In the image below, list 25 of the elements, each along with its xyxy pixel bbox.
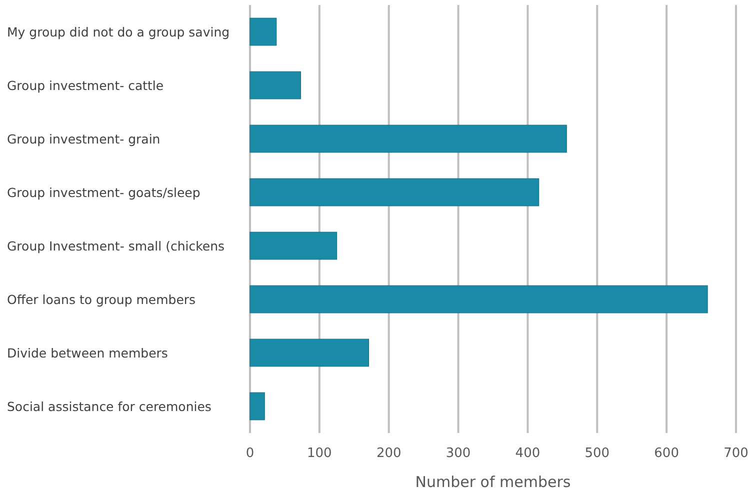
y-tick-label: Social assistance for ceremonies (7, 398, 212, 414)
y-tick-label: My group did not do a group saving (7, 24, 230, 40)
bar (250, 71, 301, 100)
x-tick-label: 300 (446, 446, 471, 461)
y-tick-label: Group Investment- small (chickens (7, 238, 225, 254)
y-tick-label: Group investment- goats/sleep (7, 184, 200, 200)
y-tick-label: Group investment- grain (7, 131, 160, 146)
bar (250, 178, 540, 206)
x-tick-label: 400 (515, 446, 540, 461)
y-tick-label: Divide between members (7, 345, 168, 360)
bar (250, 18, 277, 46)
x-tick-label: 200 (376, 446, 402, 461)
x-axis-title: Number of members (415, 473, 571, 491)
bar (250, 124, 567, 153)
x-tick-label: 0 (246, 446, 254, 461)
x-tick-label: 500 (584, 446, 610, 461)
y-tick-label: Offer loans to group members (7, 292, 196, 307)
x-tick-label: 100 (307, 446, 332, 461)
x-tick-label: 600 (654, 446, 679, 461)
x-tick-label: 700 (724, 446, 748, 461)
bar (250, 285, 708, 314)
y-tick-label: Group investment- cattle (7, 78, 164, 93)
bar (250, 338, 370, 367)
bar (250, 392, 265, 420)
bar (250, 232, 338, 260)
